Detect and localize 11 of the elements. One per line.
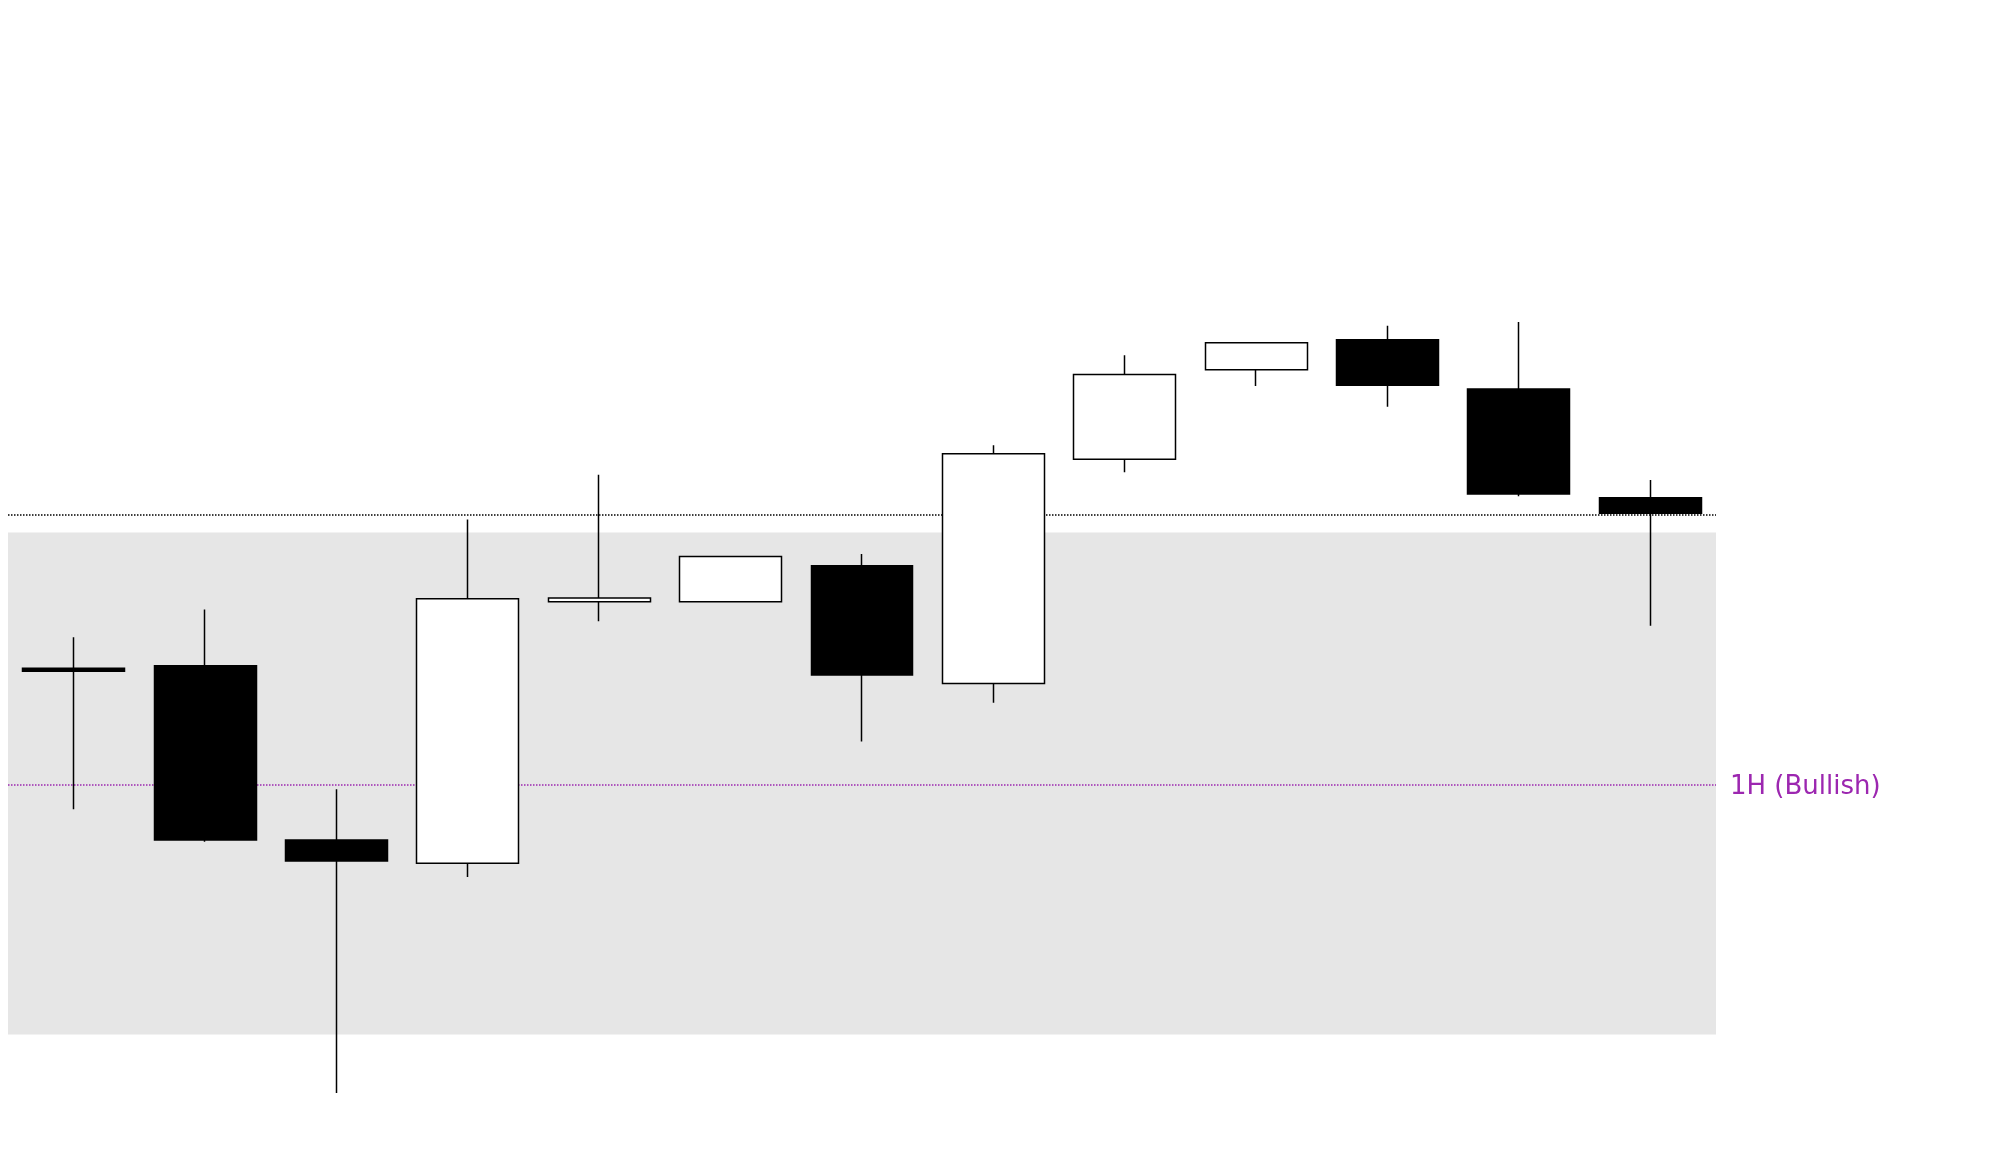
candlestick — [284, 788, 389, 1094]
candlestick — [415, 518, 520, 878]
candlestick — [1466, 321, 1571, 497]
candlestick — [153, 608, 258, 843]
candlestick — [21, 636, 126, 811]
candlestick — [1072, 354, 1177, 474]
candlestick — [678, 555, 783, 603]
ref-line-label: 1H (Bullish) — [1730, 769, 1881, 800]
candlestick — [1335, 325, 1440, 408]
candlestick — [1204, 342, 1309, 387]
candlestick — [810, 553, 914, 743]
